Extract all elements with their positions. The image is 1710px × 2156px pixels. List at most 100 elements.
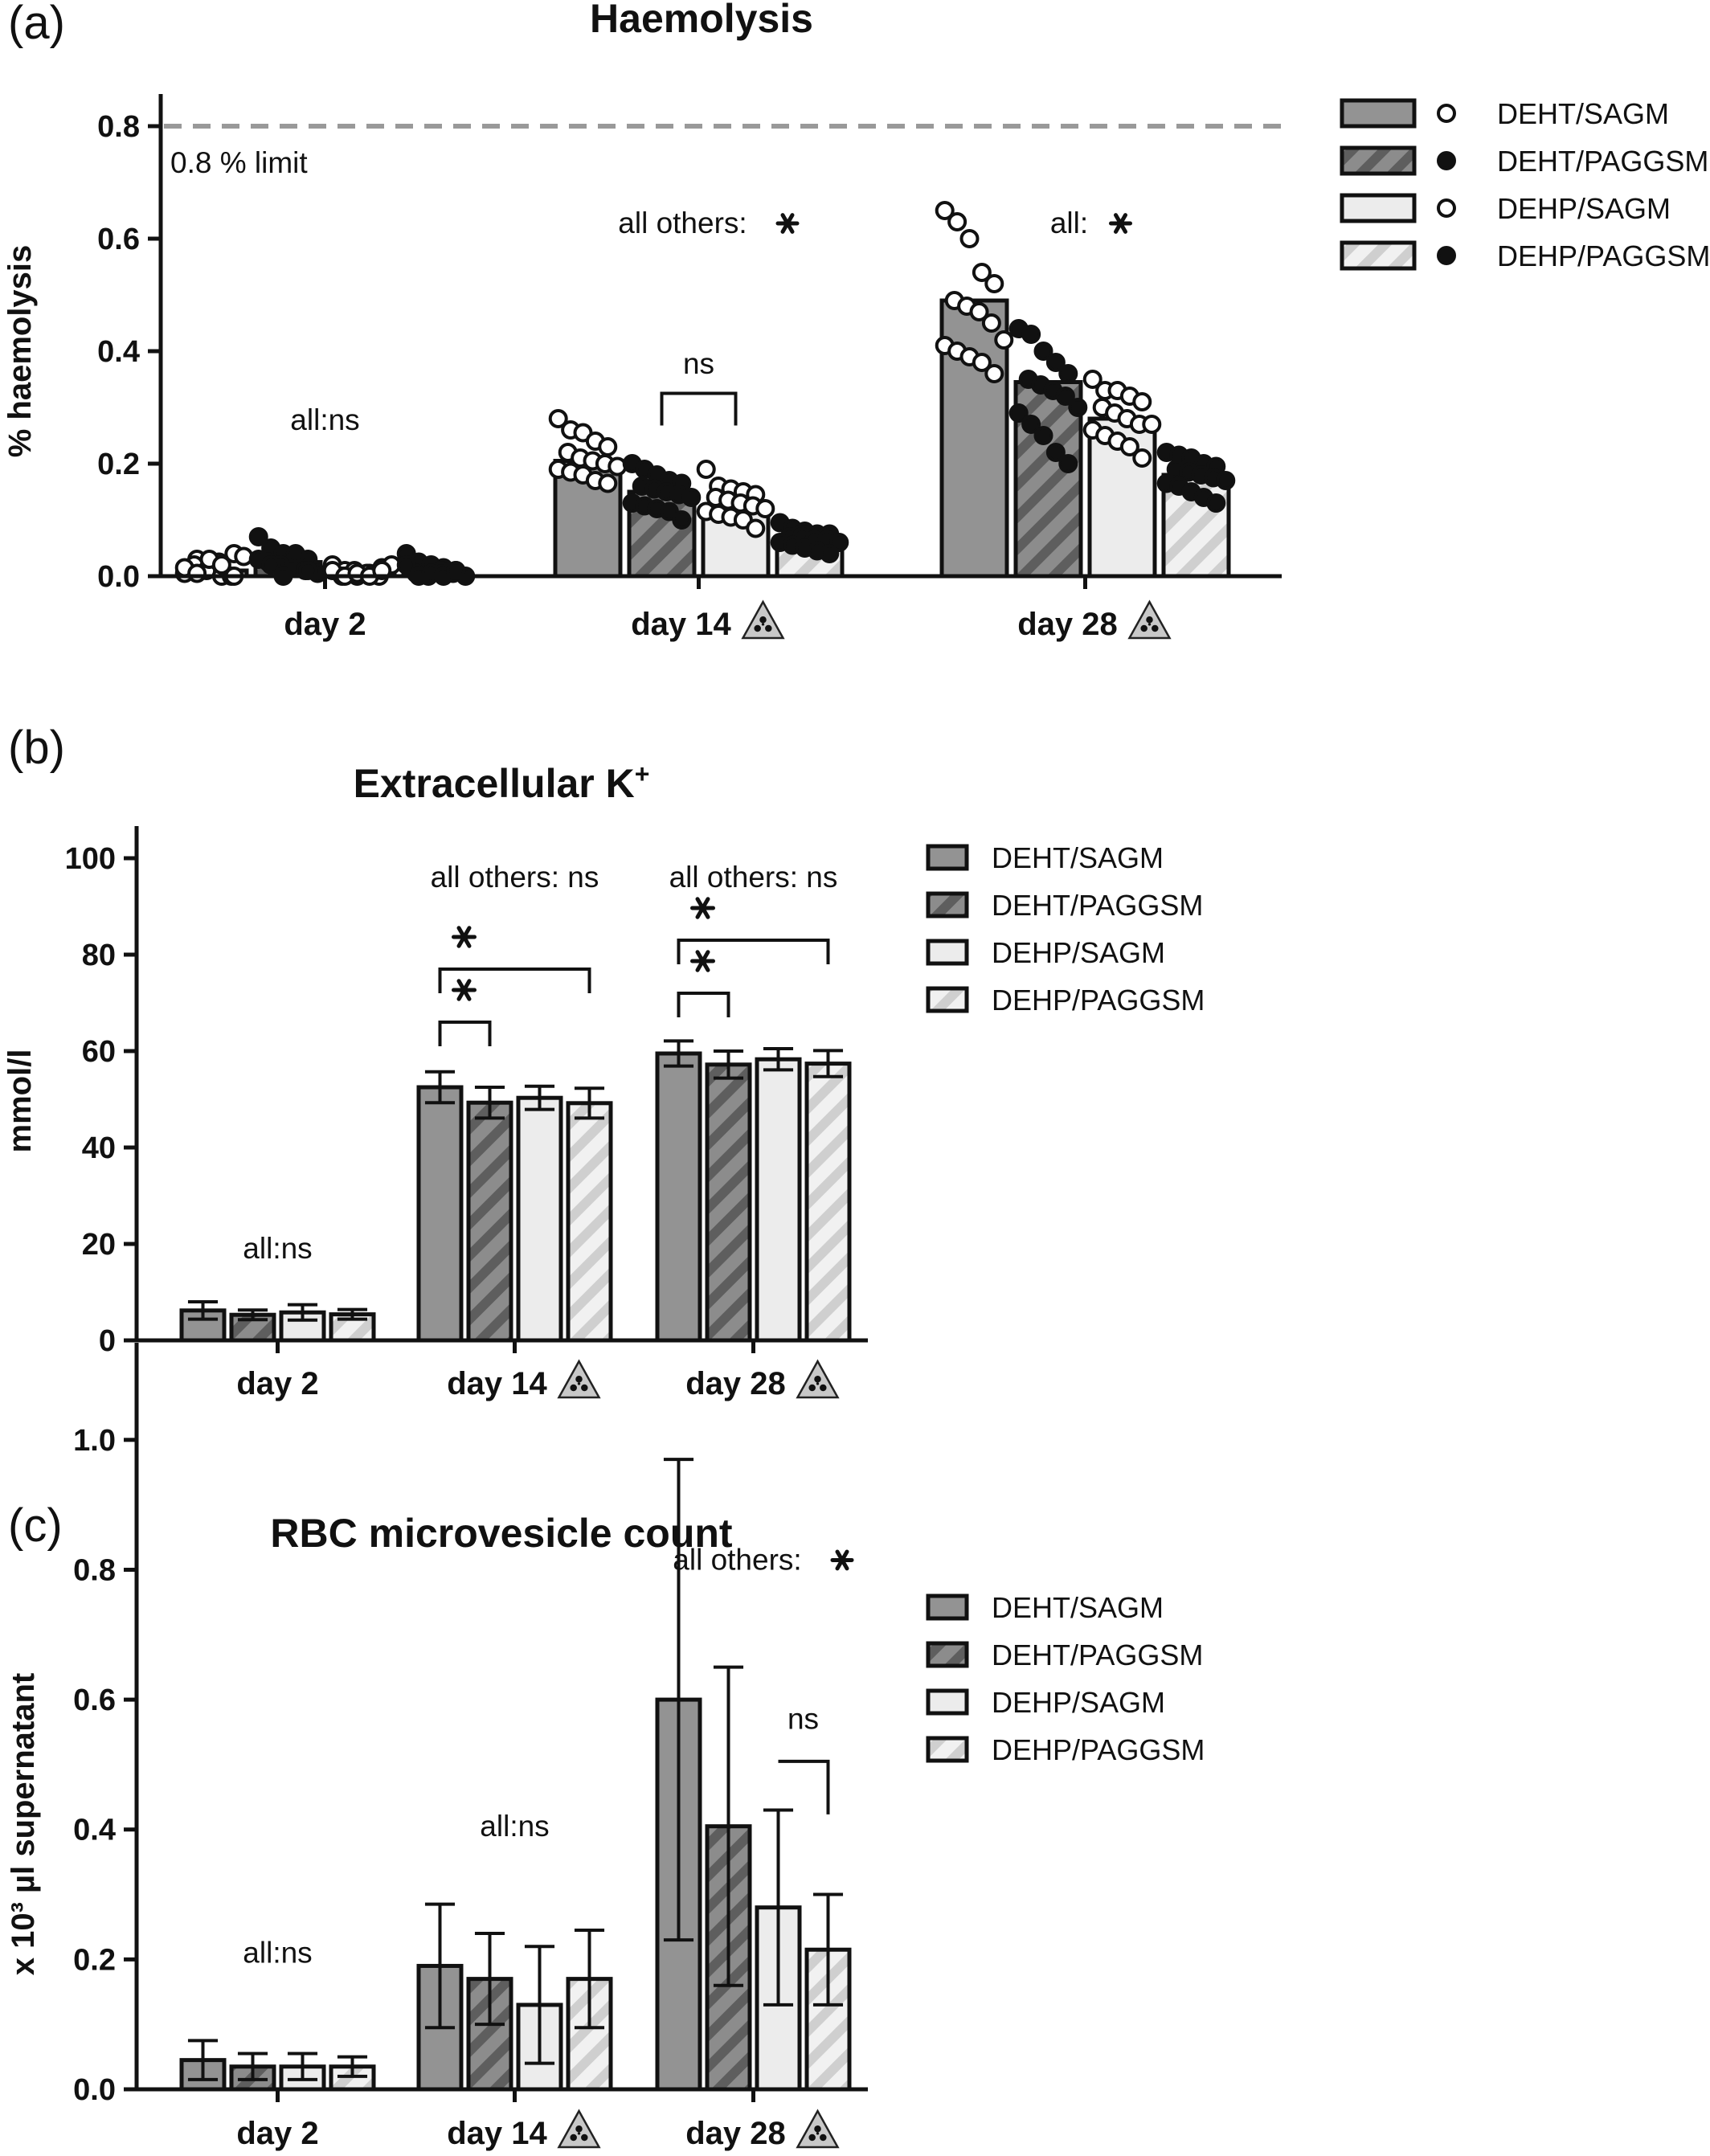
- chart-title: Extracellular K+: [354, 759, 650, 806]
- trefoil-dot: [759, 616, 767, 624]
- data-point: [981, 313, 1001, 333]
- annotation: ns: [788, 1702, 819, 1735]
- significance-star: [452, 926, 477, 948]
- data-point: [396, 555, 416, 575]
- y-tick-label: 0.8: [97, 110, 140, 144]
- y-tick-label: 100: [65, 842, 116, 876]
- data-point: [959, 229, 980, 248]
- y-tick-label: 0.6: [73, 1683, 116, 1717]
- data-point: [1045, 353, 1066, 372]
- x-tick-label: day 28: [1017, 607, 1118, 642]
- x-tick-label: day 2: [284, 607, 366, 642]
- data-point: [1055, 387, 1075, 406]
- annotation: all:ns: [243, 1232, 312, 1265]
- star-stroke: [695, 950, 710, 972]
- legend-swatch: [1340, 193, 1417, 223]
- annotation: all:ns: [243, 1936, 312, 1969]
- trefoil-center: [816, 1382, 820, 1385]
- trefoil-center: [816, 2132, 820, 2135]
- radiation-warning-icon: [1127, 599, 1172, 640]
- trefoil-dot: [808, 1384, 816, 1392]
- data-point: [755, 499, 775, 518]
- legend-label: DEHT/PAGGSM: [992, 889, 1203, 922]
- trefoil-dot: [808, 2133, 816, 2142]
- radiation-warning-icon: [557, 1359, 601, 1399]
- y-axis-label: mmol/l: [2, 1049, 38, 1153]
- x-tick-label: day 28: [685, 1366, 786, 1401]
- trefoil-center: [577, 1382, 581, 1385]
- trefoil-dot: [581, 1384, 588, 1392]
- significance-bracket: [677, 992, 730, 1017]
- trefoil-dot: [820, 2133, 827, 2142]
- legend-swatch: [926, 986, 969, 1013]
- star-stroke: [835, 1549, 849, 1571]
- x-tick-label: day 14: [447, 1366, 547, 1401]
- bar-DEHT/SAGM-day 28: [655, 1051, 702, 1343]
- x-tick-label: day 2: [236, 1366, 318, 1401]
- annotation: all others: ns: [431, 861, 599, 894]
- y-tick-label: 0.2: [73, 1943, 116, 1977]
- trefoil-dot: [570, 1384, 577, 1392]
- significance-bracket: [778, 1759, 830, 1814]
- data-point: [1132, 392, 1152, 411]
- data-point: [285, 544, 305, 563]
- data-point: [598, 437, 618, 456]
- data-point: [696, 460, 716, 479]
- data-point: [1058, 364, 1078, 383]
- data-point: [947, 212, 968, 231]
- y-tick-label: 40: [82, 1131, 116, 1165]
- panel-label: (c): [8, 1499, 63, 1552]
- legend: DEHT/SAGM DEHT/PAGGSM DEHP/SAGM DEHP/PAGGSM: [926, 841, 1205, 1017]
- bar-DEHP/SAGM-day 14: [516, 1095, 563, 1343]
- annotation: all:ns: [480, 1810, 549, 1843]
- star-stroke: [456, 979, 472, 1001]
- chart-title-text: Extracellular K: [354, 761, 635, 806]
- radiation-warning-icon: [796, 1359, 840, 1399]
- chart-title-text: Haemolysis: [590, 0, 813, 41]
- annotation: all others:: [673, 1543, 801, 1576]
- legend-swatch: [1340, 145, 1417, 176]
- data-point: [248, 527, 268, 546]
- data-point: [1206, 493, 1226, 513]
- data-point: [1082, 370, 1102, 389]
- legend-swatch: [1340, 240, 1417, 271]
- chart-title-superscript: +: [635, 759, 650, 788]
- limit-label: 0.8 % limit: [170, 146, 308, 179]
- star-stroke: [780, 213, 795, 234]
- chart-panel-1: (b) Extracellular K+ mmol/l 0 20 40 60 80 100 day…: [2, 722, 1205, 1401]
- radiation-warning-icon: [741, 599, 785, 640]
- trefoil-dot: [581, 2133, 588, 2142]
- annotation: all:ns: [290, 403, 359, 436]
- data-point: [746, 518, 766, 538]
- data-point: [1033, 426, 1053, 445]
- significance-star: [1109, 213, 1132, 234]
- significance-star: [690, 897, 715, 919]
- x-tick-label: day 14: [631, 607, 731, 642]
- trefoil-center: [1148, 623, 1152, 626]
- trefoil-center: [577, 2132, 581, 2135]
- bar-DEHT/PAGGSM-day 14: [466, 1100, 513, 1343]
- significance-bracket: [438, 968, 591, 993]
- data-point: [820, 544, 840, 563]
- legend-swatch: [926, 939, 969, 966]
- y-axis-label: % haemolysis: [2, 245, 38, 458]
- data-point: [672, 510, 692, 530]
- bar-DEHP/SAGM-day 28: [755, 1057, 802, 1343]
- y-tick-label: 0.8: [73, 1553, 116, 1587]
- legend-swatch: [1340, 98, 1417, 129]
- panel-label: (b): [8, 722, 65, 774]
- legend-point: [1437, 198, 1456, 218]
- data-point: [1033, 342, 1053, 361]
- data-point: [1058, 454, 1078, 473]
- trefoil-dot: [814, 2125, 821, 2133]
- significance-star: [452, 979, 477, 1001]
- y-tick-label: 0.2: [97, 448, 140, 481]
- chart-title: Haemolysis: [590, 0, 813, 41]
- data-point: [935, 201, 955, 220]
- data-point: [187, 563, 207, 583]
- trefoil-dot: [570, 2133, 577, 2142]
- data-point: [994, 330, 1014, 350]
- annotation: all others:: [618, 207, 747, 239]
- panel-label: (a): [8, 0, 65, 49]
- legend-label: DEHP/PAGGSM: [992, 984, 1205, 1017]
